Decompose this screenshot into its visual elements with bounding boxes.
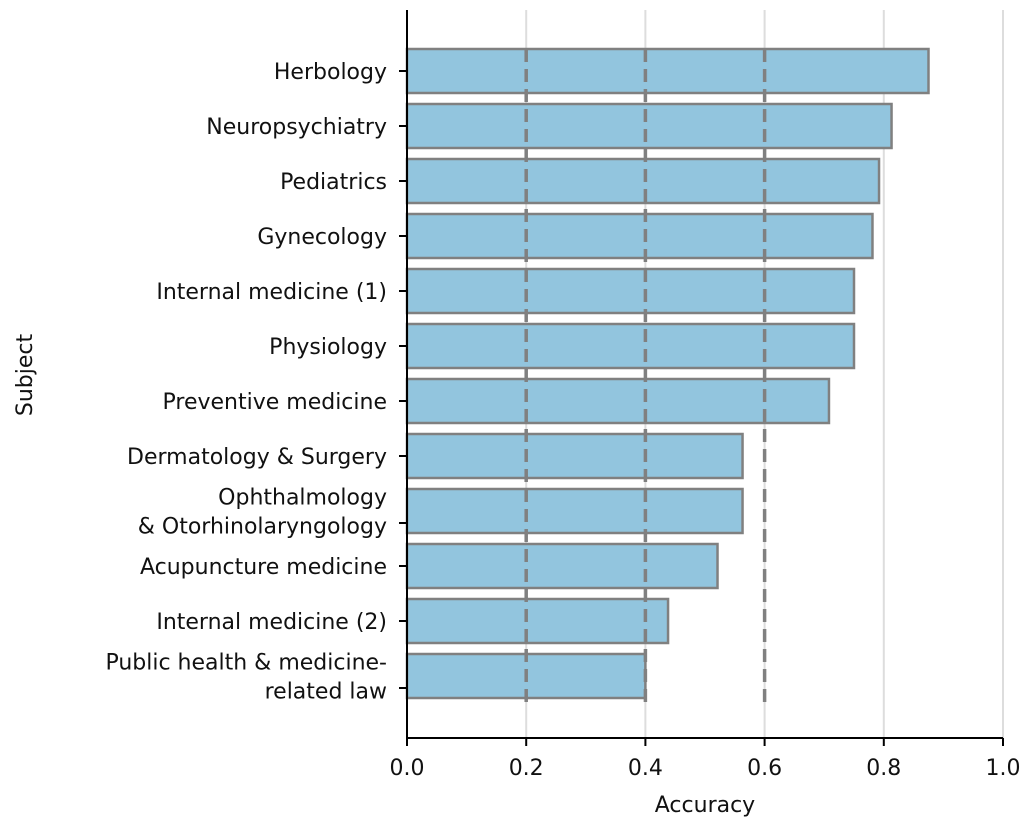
y-tick-label-6: Preventive medicine — [163, 390, 388, 415]
y-tick-label-7: Dermatology & Surgery — [127, 445, 387, 470]
y-tick-label-8: Ophthalmology & Otorhinolaryngology — [138, 486, 387, 540]
y-axis-title: Subject — [13, 334, 38, 417]
bar-9 — [405, 542, 719, 590]
x-tick-label-4: 0.8 — [866, 756, 901, 781]
x-tick-label-0: 0.0 — [390, 756, 425, 781]
bar-8 — [405, 487, 744, 535]
y-tick-label-1: Neuropsychiatry — [206, 115, 387, 140]
y-tick-label-3: Gynecology — [257, 225, 387, 250]
bar-6 — [405, 377, 831, 425]
y-tick-label-5: Physiology — [269, 335, 387, 360]
y-tick-label-4: Internal medicine (1) — [156, 280, 387, 305]
bar-5 — [405, 322, 856, 370]
y-tick-label-0: Herbology — [274, 60, 387, 85]
x-axis-title: Accuracy — [655, 793, 755, 818]
y-tick-label-10: Internal medicine (2) — [156, 610, 387, 635]
bar-7 — [405, 432, 744, 480]
x-tick-label-2: 0.4 — [628, 756, 663, 781]
x-tick-label-1: 0.2 — [509, 756, 544, 781]
bar-3 — [405, 212, 874, 260]
bar-4 — [405, 267, 856, 315]
y-tick-label-2: Pediatrics — [280, 170, 387, 195]
y-tick-label-9: Acupuncture medicine — [140, 555, 387, 580]
y-tick-label-11: Public health & medicine-related law — [105, 651, 387, 705]
x-tick-label-5: 1.0 — [986, 756, 1021, 781]
bar-1 — [405, 102, 893, 150]
bar-2 — [405, 157, 881, 205]
bar-0 — [405, 47, 930, 95]
x-tick-label-3: 0.6 — [747, 756, 782, 781]
bar-10 — [405, 597, 670, 645]
